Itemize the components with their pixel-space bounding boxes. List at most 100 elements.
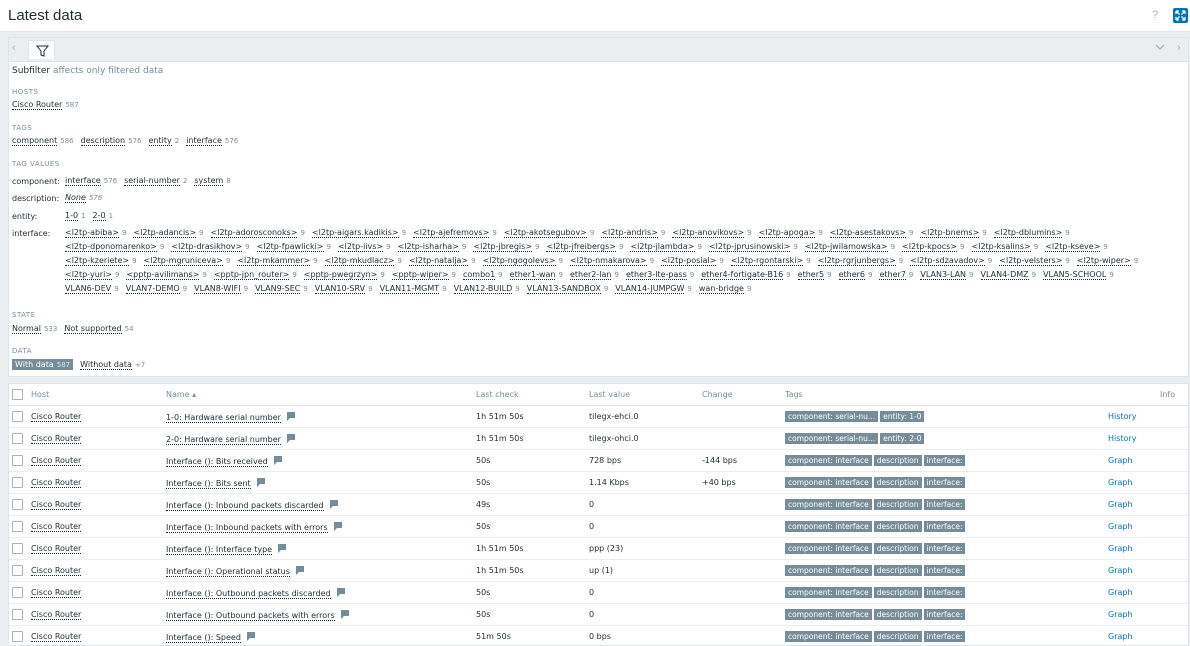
interface-value-chip[interactable]: <l2tp-adorosconoks> 9 bbox=[210, 226, 305, 240]
description-value-chip-label[interactable]: None bbox=[65, 193, 86, 203]
state-filter-chip-label[interactable]: Not supported bbox=[64, 324, 122, 334]
graph-link[interactable]: Graph bbox=[1108, 478, 1133, 487]
interface-value-chip-label[interactable]: VLAN4-DMZ bbox=[980, 270, 1029, 280]
interface-value-chip-label[interactable]: VLAN7-DEMO bbox=[125, 284, 180, 294]
tag-badge[interactable]: component: serial-nu... bbox=[785, 411, 879, 422]
row-checkbox[interactable] bbox=[12, 477, 23, 488]
tag-badge[interactable]: interface: bbox=[923, 587, 966, 598]
interface-value-chip-label[interactable]: <l2tp-ajefremovs> bbox=[413, 228, 490, 238]
tag-badge[interactable]: interface: bbox=[923, 609, 966, 620]
row-checkbox[interactable] bbox=[12, 411, 23, 422]
tag-badge[interactable]: entity: 1-0 bbox=[880, 411, 925, 422]
host-link[interactable]: Cisco Router bbox=[31, 522, 82, 532]
interface-value-chip-label[interactable]: <l2tp-wiper> bbox=[1076, 256, 1131, 266]
graph-link[interactable]: Graph bbox=[1108, 566, 1133, 575]
interface-value-chip[interactable]: ether7 9 bbox=[879, 268, 913, 282]
interface-value-chip-label[interactable]: <l2tp-andris> bbox=[601, 228, 658, 238]
data-filter-chip[interactable]: Without data +7 bbox=[80, 358, 145, 372]
tag-badge[interactable]: component: interface bbox=[785, 455, 872, 466]
tag-badge[interactable]: component: serial-nu... bbox=[785, 433, 879, 444]
tag-filter-chip-label[interactable]: component bbox=[12, 136, 58, 146]
item-name-link[interactable]: 1-0: Hardware serial number bbox=[166, 413, 281, 423]
interface-value-chip-label[interactable]: VLAN8-WIFI bbox=[194, 284, 241, 294]
interface-value-chip-label[interactable]: VLAN6-DEV bbox=[65, 284, 112, 294]
tag-badge[interactable]: component: interface bbox=[785, 587, 872, 598]
tag-badge[interactable]: description bbox=[873, 631, 922, 642]
tag-badge[interactable]: description bbox=[873, 521, 922, 532]
interface-value-chip[interactable]: <l2tp-abiba> 9 bbox=[65, 226, 126, 240]
interface-value-chip-label[interactable]: <l2tp-mgruniceva> bbox=[143, 256, 223, 266]
interface-value-chip-label[interactable]: <l2tp-akotsegubov> bbox=[503, 228, 587, 238]
graph-link[interactable]: Graph bbox=[1108, 522, 1133, 531]
interface-value-chip-label[interactable]: <l2tp-abiba> bbox=[65, 228, 120, 238]
component-value-chip[interactable]: system 8 bbox=[194, 174, 231, 188]
interface-value-chip-label[interactable]: <l2tp-kseve> bbox=[1045, 242, 1101, 252]
tag-badge[interactable]: component: interface bbox=[785, 543, 872, 554]
interface-value-chip-label[interactable]: VLAN5-SCHOOL bbox=[1043, 270, 1107, 280]
host-link[interactable]: Cisco Router bbox=[31, 478, 82, 488]
host-link[interactable]: Cisco Router bbox=[31, 588, 82, 598]
host-link[interactable]: Cisco Router bbox=[31, 412, 82, 422]
interface-value-chip-label[interactable]: <l2tp-posial> bbox=[661, 256, 717, 266]
graph-link[interactable]: Graph bbox=[1108, 632, 1133, 641]
interface-value-chip-label[interactable]: <l2tp-jwilamowska> bbox=[804, 242, 888, 252]
interface-value-chip-label[interactable]: <pptp-wiper> bbox=[391, 270, 449, 280]
tag-badge[interactable]: component: interface bbox=[785, 609, 872, 620]
item-name-link[interactable]: Interface (): Inbound packets discarded bbox=[166, 501, 324, 511]
description-icon[interactable] bbox=[295, 566, 305, 577]
description-icon[interactable] bbox=[246, 632, 256, 643]
interface-value-chip-label[interactable]: <l2tp-aigars.kadikis> bbox=[311, 228, 399, 238]
interface-value-chip-label[interactable]: <l2tp-mkudlacz> bbox=[324, 256, 395, 266]
interface-value-chip[interactable]: <l2tp-iivs> 9 bbox=[337, 240, 391, 254]
interface-value-chip[interactable]: <l2tp-drasikhov> 9 bbox=[171, 240, 250, 254]
interface-value-chip[interactable]: <l2tp-aigars.kadikis> 9 bbox=[311, 226, 406, 240]
interface-value-chip[interactable]: VLAN8-WIFI 9 bbox=[194, 282, 248, 296]
interface-value-chip[interactable]: VLAN6-DEV 9 bbox=[65, 282, 119, 296]
row-checkbox[interactable] bbox=[12, 587, 23, 598]
host-filter-chip-label[interactable]: Cisco Router bbox=[12, 100, 63, 110]
interface-value-chip[interactable]: <l2tp-dponomarenko> 9 bbox=[65, 240, 164, 254]
interface-value-chip[interactable]: VLAN7-DEMO 9 bbox=[125, 282, 187, 296]
interface-value-chip-label[interactable]: wan-bridge bbox=[698, 284, 744, 294]
item-name-link[interactable]: Interface (): Interface type bbox=[166, 545, 273, 555]
interface-value-chip-label[interactable]: <l2tp-mkammer> bbox=[237, 256, 311, 266]
interface-value-chip-label[interactable]: <l2tp-sdzavadov> bbox=[910, 256, 985, 266]
interface-value-chip-label[interactable]: <pptp-jpn_router> bbox=[213, 270, 290, 280]
state-filter-chip[interactable]: Normal 533 bbox=[12, 322, 57, 336]
interface-value-chip-label[interactable]: <l2tp-ngogolevs> bbox=[482, 256, 556, 266]
interface-value-chip-label[interactable]: <l2tp-velsters> bbox=[999, 256, 1063, 266]
interface-value-chip-label[interactable]: ether5 bbox=[797, 270, 825, 280]
row-checkbox[interactable] bbox=[12, 455, 23, 466]
interface-value-chip-label[interactable]: ether7 bbox=[879, 270, 906, 280]
select-all-checkbox[interactable] bbox=[12, 389, 23, 400]
row-checkbox[interactable] bbox=[12, 631, 23, 642]
interface-value-chip[interactable]: <l2tp-jwilamowska> 9 bbox=[804, 240, 895, 254]
interface-value-chip[interactable]: <pptp-pwegrzyn> 9 bbox=[303, 268, 385, 282]
interface-value-chip[interactable]: VLAN13-SANDBOX 9 bbox=[526, 282, 608, 296]
description-icon[interactable] bbox=[336, 588, 346, 599]
item-name-link[interactable]: Interface (): Speed bbox=[166, 633, 241, 643]
host-filter-chip[interactable]: Cisco Router 587 bbox=[12, 98, 79, 112]
row-checkbox[interactable] bbox=[12, 543, 23, 554]
interface-value-chip[interactable]: <l2tp-rgontarski> 9 bbox=[730, 254, 811, 268]
interface-value-chip-label[interactable]: <l2tp-adancis> bbox=[133, 228, 197, 238]
tag-badge[interactable]: description bbox=[873, 587, 922, 598]
interface-value-chip-label[interactable]: ether4-fortigate-B16 bbox=[701, 270, 784, 280]
host-link[interactable]: Cisco Router bbox=[31, 500, 82, 510]
interface-value-chip[interactable]: <l2tp-mkudlacz> 9 bbox=[324, 254, 402, 268]
tag-badge[interactable]: interface: bbox=[923, 455, 966, 466]
interface-value-chip[interactable]: <l2tp-mgruniceva> 9 bbox=[143, 254, 230, 268]
interface-value-chip[interactable]: <l2tp-sdzavadov> 9 bbox=[910, 254, 992, 268]
interface-value-chip[interactable]: ether6 9 bbox=[838, 268, 872, 282]
interface-value-chip-label[interactable]: <l2tp-yuri> bbox=[65, 270, 112, 280]
interface-value-chip[interactable]: <l2tp-natalja> 9 bbox=[408, 254, 476, 268]
interface-value-chip-label[interactable]: <l2tp-ksalins> bbox=[971, 242, 1031, 252]
interface-value-chip-label[interactable]: ether6 bbox=[838, 270, 866, 280]
tag-badge[interactable]: interface: bbox=[923, 631, 966, 642]
interface-value-chip-label[interactable]: <l2tp-dblumins> bbox=[993, 228, 1063, 238]
interface-value-chip-label[interactable]: <l2tp-jfreibergs> bbox=[546, 242, 616, 252]
tag-filter-chip[interactable]: component 586 bbox=[12, 134, 74, 148]
item-name-link[interactable]: Interface (): Bits received bbox=[166, 457, 268, 467]
interface-value-chip[interactable]: <l2tp-jprusinowski> 9 bbox=[708, 240, 798, 254]
description-icon[interactable] bbox=[286, 412, 296, 423]
